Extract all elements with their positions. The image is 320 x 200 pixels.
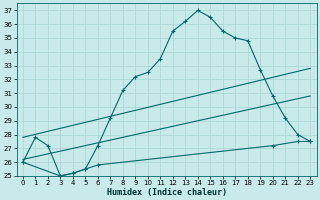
X-axis label: Humidex (Indice chaleur): Humidex (Indice chaleur) — [107, 188, 227, 197]
